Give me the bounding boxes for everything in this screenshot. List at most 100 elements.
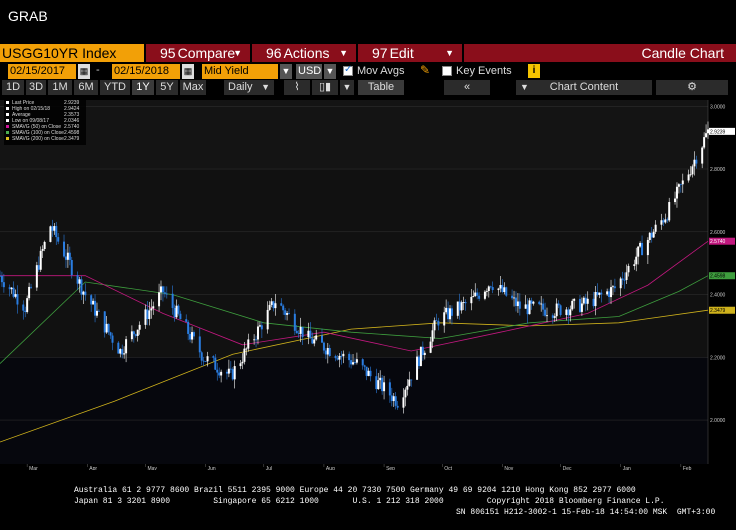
candle-body xyxy=(429,341,432,353)
range-button-ytd[interactable]: YTD xyxy=(100,80,130,95)
candle-body xyxy=(274,303,277,309)
candle-body xyxy=(216,369,219,373)
candle-body xyxy=(443,312,446,326)
chevron-down-icon[interactable]: ▼ xyxy=(280,64,292,79)
key-events-checkbox[interactable] xyxy=(442,66,452,76)
candle-body xyxy=(377,380,380,390)
candle-body xyxy=(369,370,372,377)
candle-body xyxy=(342,353,345,357)
candle-body xyxy=(175,305,178,318)
range-button-1y[interactable]: 1Y xyxy=(132,80,154,95)
candle-body xyxy=(28,286,31,299)
candle-body xyxy=(284,310,287,315)
legend-swatch xyxy=(6,125,9,128)
y-tick-label: 2.4000 xyxy=(710,293,726,299)
frequency-select[interactable]: Daily ▼ xyxy=(224,80,274,95)
candle-body xyxy=(338,355,341,360)
field-select[interactable]: Mid Yield xyxy=(202,64,278,79)
chart-area[interactable]: 2.0000 2.2000 2.4000 2.6000 2.8000 3.0000 Mar A… xyxy=(0,96,736,470)
candle-body xyxy=(513,297,516,299)
range-button-1d[interactable]: 1D xyxy=(2,80,24,95)
actions-menu-button[interactable]: 96 Actions ▼ xyxy=(252,44,356,62)
range-button-5y[interactable]: 5Y xyxy=(156,80,178,95)
pencil-icon[interactable]: ✎ xyxy=(420,63,431,77)
candle-body xyxy=(43,241,46,250)
range-button-6m[interactable]: 6M xyxy=(74,80,98,95)
info-icon[interactable]: i xyxy=(528,64,540,78)
line-chart-icon[interactable]: ⌇ xyxy=(284,80,310,95)
plot-band-upper xyxy=(0,169,708,358)
legend-label: SMAVG (50) on Close xyxy=(12,124,61,130)
candle-body xyxy=(253,339,256,341)
candle-body xyxy=(138,324,141,330)
date-range-separator: - xyxy=(96,64,100,76)
legend-value: 2.0346 xyxy=(64,118,80,124)
mov-avgs-checkbox[interactable] xyxy=(343,64,353,76)
range-button-3d[interactable]: 3D xyxy=(26,80,46,95)
candle-body xyxy=(476,292,479,296)
candle-body xyxy=(383,382,386,392)
candle-body xyxy=(324,350,327,355)
chevron-down-icon[interactable]: ▼ xyxy=(324,64,336,79)
x-tick-label: Mar xyxy=(29,466,38,470)
range-button-1m[interactable]: 1M xyxy=(48,80,72,95)
candle-body xyxy=(464,302,467,304)
start-date-field[interactable]: 02/15/2017 xyxy=(8,64,76,79)
candle-body xyxy=(501,285,504,293)
candle-body xyxy=(220,371,223,376)
candle-body xyxy=(582,297,585,304)
candle-body xyxy=(497,288,500,291)
double-chevron-left-icon[interactable]: « xyxy=(444,80,490,95)
candle-body xyxy=(41,249,44,251)
candle-body xyxy=(363,365,366,367)
sma100-tag-bg xyxy=(709,272,735,280)
candle-body xyxy=(675,186,678,199)
edit-menu-button[interactable]: 97 Edit ▼ xyxy=(358,44,462,62)
end-date-field[interactable]: 02/15/2018 xyxy=(112,64,180,79)
ticker-field[interactable]: USGG10YR Index xyxy=(0,44,144,62)
candle-body xyxy=(320,335,323,343)
candle-body xyxy=(613,286,616,289)
gear-icon[interactable]: ⚙ xyxy=(656,80,728,95)
candle-body xyxy=(163,292,166,294)
candle-body xyxy=(598,292,601,295)
y-tick-label: 2.0000 xyxy=(710,418,726,424)
candle-body xyxy=(608,291,611,298)
candle-chart-icon[interactable]: ▯▮ xyxy=(312,80,338,95)
compare-menu-button[interactable]: 95 Compare ▼ xyxy=(146,44,250,62)
candle-body xyxy=(633,264,636,266)
candle-body xyxy=(204,361,207,363)
legend-label: Last Price xyxy=(12,100,34,106)
candle-chart[interactable]: 2.0000 2.2000 2.4000 2.6000 2.8000 3.0000 Mar A… xyxy=(0,96,736,470)
chevron-down-icon[interactable]: ▼ xyxy=(340,80,354,95)
candle-body xyxy=(348,353,351,361)
x-tick-label: Dec xyxy=(563,466,572,470)
candle-body xyxy=(487,286,490,291)
candle-body xyxy=(701,147,704,164)
calendar-icon[interactable]: ▦ xyxy=(182,64,194,79)
calendar-icon[interactable]: ▦ xyxy=(78,64,90,79)
candle-body xyxy=(49,226,52,242)
candle-body xyxy=(396,405,399,408)
sma200-tag: 2.3479 xyxy=(710,308,726,314)
candle-body xyxy=(117,342,120,354)
candle-body xyxy=(693,159,696,167)
table-button[interactable]: Table xyxy=(358,80,404,95)
candle-body xyxy=(637,246,640,257)
candle-body xyxy=(241,361,244,364)
candle-body xyxy=(462,302,465,303)
candle-body xyxy=(187,321,190,334)
legend-swatch xyxy=(6,131,9,134)
candle-body xyxy=(200,352,203,361)
range-button-max[interactable]: Max xyxy=(180,80,206,95)
chart-content-button[interactable]: ▼ Chart Content xyxy=(516,80,652,95)
candle-body xyxy=(198,336,201,353)
candle-body xyxy=(449,308,452,320)
currency-select[interactable]: USD xyxy=(296,64,322,79)
candle-body xyxy=(64,256,67,260)
candle-body xyxy=(315,335,318,340)
candle-body xyxy=(679,184,682,185)
candle-body xyxy=(2,282,5,288)
candle-body xyxy=(580,303,583,312)
candle-body xyxy=(367,370,370,376)
